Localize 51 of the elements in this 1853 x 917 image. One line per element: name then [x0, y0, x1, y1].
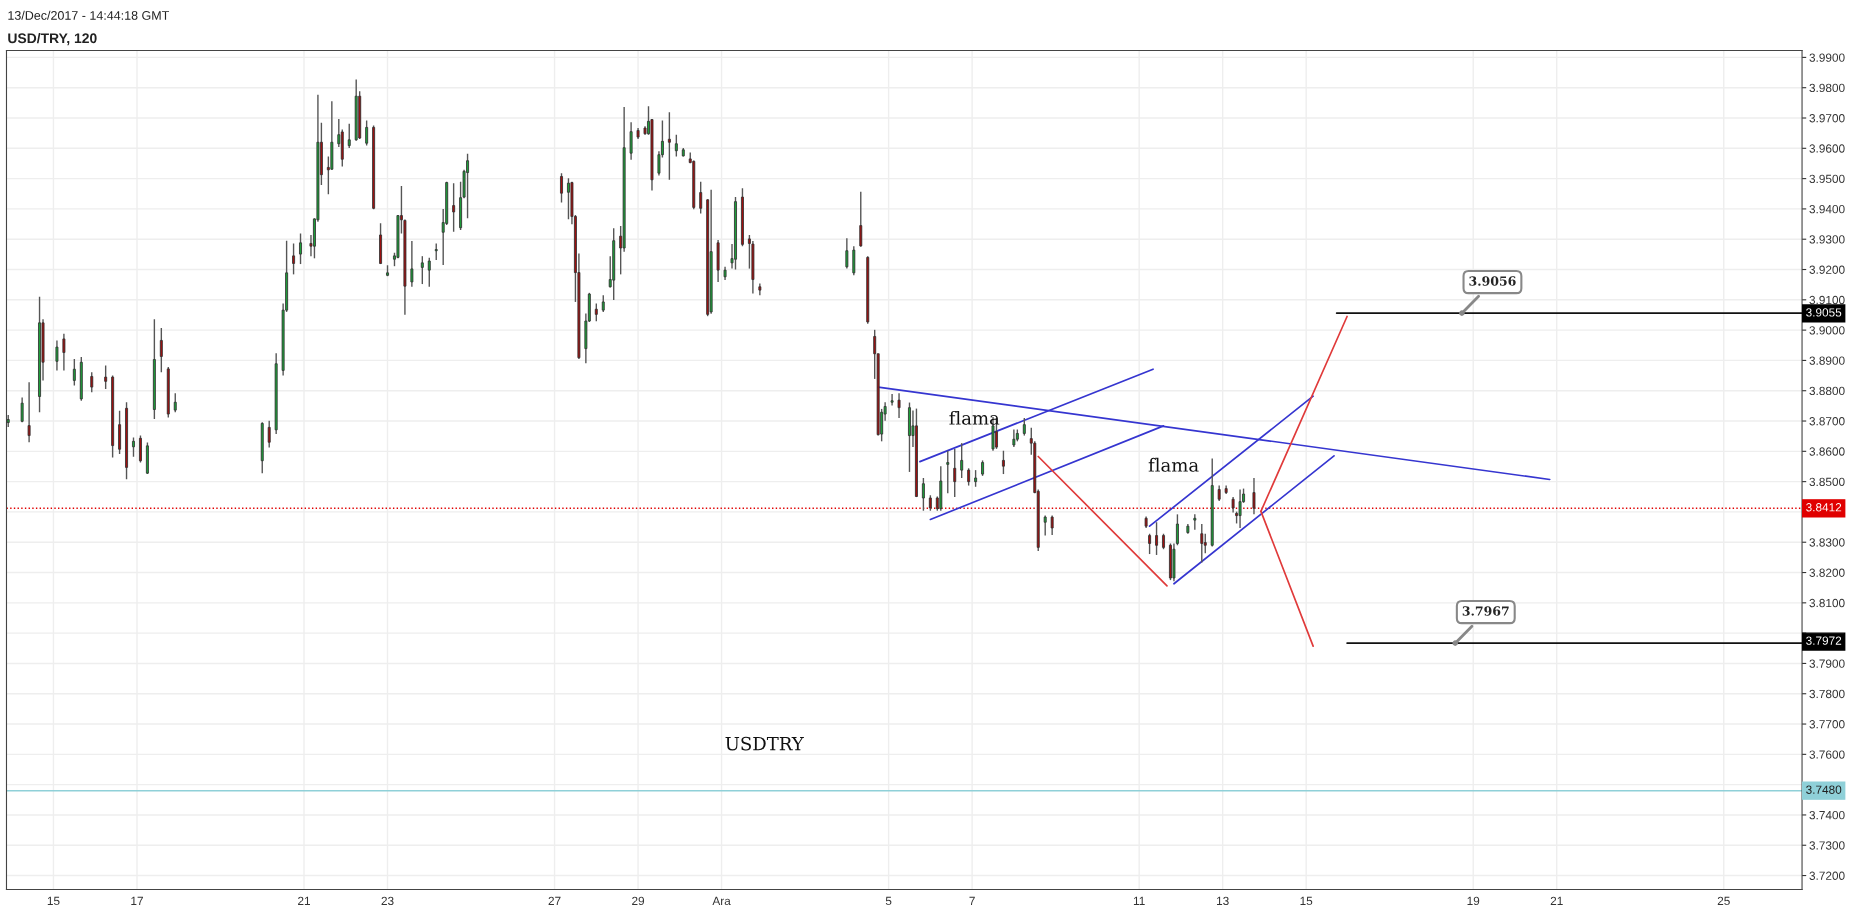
y-tick-label: 3.9900: [1809, 53, 1845, 62]
y-tick-label: 3.7800: [1809, 689, 1845, 699]
data-label: 3.9056: [1469, 276, 1516, 286]
y-tick-label: 3.8300: [1809, 538, 1845, 547]
data-label: 3.7967: [1462, 606, 1509, 616]
y-tick-label: 3.8900: [1809, 356, 1845, 365]
y-tick-label: 3.8200: [1809, 568, 1845, 577]
y-tick-label: 3.8100: [1809, 598, 1845, 608]
x-tick-label: 29: [632, 896, 645, 906]
x-tick-label: 15: [1300, 896, 1313, 906]
x-tick-label: 27: [548, 896, 561, 905]
x-tick-label: 11: [1133, 896, 1145, 905]
text: 13/Dec/2017 - 14:44:18 GMT: [8, 10, 170, 20]
annotation: flama: [949, 410, 1000, 425]
x-tick-label: 19: [1467, 896, 1480, 906]
y-tick-label: 3.7600: [1809, 750, 1845, 759]
y-tick-label: 3.9200: [1809, 265, 1845, 274]
x-tick-label: 15: [47, 896, 60, 906]
x-tick-label: 17: [131, 896, 143, 905]
y-tick-label: 3.7300: [1809, 841, 1845, 850]
y-tick-label: 3.8600: [1809, 447, 1845, 456]
x-tick-label: 23: [381, 896, 394, 906]
y-tick-label: 3.9300: [1809, 235, 1845, 244]
ref-line-label: 3.7480: [1806, 785, 1842, 794]
y-tick-label: 3.9600: [1809, 144, 1845, 153]
y-tick-label: 3.9000: [1809, 326, 1845, 335]
x-tick-label: 25: [1717, 896, 1730, 906]
y-tick-label: 3.7200: [1809, 871, 1845, 880]
y-tick-label: 3.7400: [1809, 810, 1845, 820]
y-tick-label: 3.9500: [1809, 174, 1845, 184]
y-tick-label: 3.7900: [1809, 659, 1845, 668]
x-tick-label: 5: [885, 896, 892, 906]
x-tick-label: Ara: [712, 896, 731, 906]
y-tick-label: 3.9800: [1809, 83, 1845, 93]
x-tick-label: 21: [1550, 896, 1563, 905]
y-tick-label: 3.8700: [1809, 417, 1845, 426]
y-tick-label: 3.8500: [1809, 477, 1845, 487]
x-tick-label: 13: [1217, 896, 1229, 906]
y-tick-label: 3.9700: [1809, 114, 1845, 123]
x-tick-label: 7: [969, 896, 975, 905]
y-tick-label: 3.9400: [1809, 204, 1845, 214]
x-tick-label: 21: [298, 896, 310, 905]
ref-line-label: 3.8412: [1806, 503, 1842, 512]
y-tick-label: 3.9100: [1809, 295, 1845, 305]
chart-title: USD/TRY, 120: [8, 32, 97, 46]
y-tick-label: 3.7700: [1809, 720, 1845, 729]
annotation: 3.7972: [1806, 636, 1842, 645]
annotation: USDTRY: [725, 736, 804, 751]
y-tick-label: 3.8800: [1809, 386, 1845, 396]
annotation: flama: [1148, 457, 1199, 472]
annotation: 3.9055: [1806, 308, 1842, 317]
